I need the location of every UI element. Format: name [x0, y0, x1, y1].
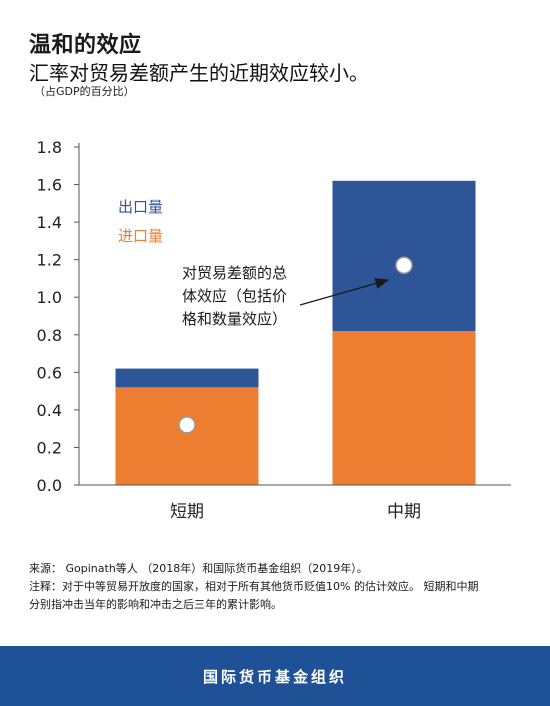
legend-item: 出口量	[118, 198, 163, 216]
x-category-label: 中期	[387, 502, 421, 522]
unit-label: （占GDP的百分比）	[34, 85, 135, 98]
bars-group	[115, 180, 476, 485]
bar-chart: 0.0 0.2 0.4 0.6 0.8 1.0 1.2 1.4 1.6 1.8 短期 中期 出口量进…	[37, 138, 511, 522]
y-tick-label: 0.6	[37, 363, 62, 382]
total-effect-markers	[178, 256, 413, 434]
total-effect-marker	[395, 256, 413, 275]
annotation-text: 格和数量效应）	[182, 310, 287, 328]
footnotes: 来源： Gopinath等人 （2018年）和国际货币基金组织（2019年）。 …	[29, 560, 524, 614]
annotation-arrow	[299, 278, 390, 306]
source-note: 来源： Gopinath等人 （2018年）和国际货币基金组织（2019年）。	[29, 562, 368, 575]
y-tick-label: 0.2	[37, 438, 62, 457]
bar-import-medium	[332, 331, 476, 485]
chart-title: 温和的效应	[29, 33, 142, 58]
chart-subtitle: 汇率对贸易差额产生的近期效应较小。	[29, 61, 369, 85]
note-line-2: 分别指冲击当年的影响和冲击之后三年的累计影响。	[29, 598, 282, 611]
y-tick-label: 1.4	[37, 213, 62, 232]
x-category-label: 短期	[170, 502, 204, 522]
y-tick-label: 0.4	[37, 401, 62, 420]
bar-import-short	[115, 387, 259, 485]
y-tick-label: 0.0	[37, 476, 62, 495]
footer-org: 国际货币基金组织	[202, 667, 347, 686]
total-effect-marker	[178, 416, 196, 434]
bar-export-short	[115, 368, 259, 388]
note-line-1: 注释：对于中等贸易开放度的国家，相对于所有其他货币贬值10% 的估计效应。 短期…	[29, 580, 479, 593]
bar-export-medium	[332, 180, 476, 332]
y-tick-label: 1.6	[37, 176, 62, 195]
footer-bar: 国际货币基金组织	[0, 646, 550, 706]
y-tick-label: 1.2	[37, 251, 62, 270]
x-axis: 短期 中期	[79, 484, 511, 522]
annotation-text: 体效应（包括价	[182, 287, 287, 305]
y-tick-label: 0.8	[37, 326, 62, 345]
y-tick-label: 1.8	[37, 138, 62, 157]
y-axis: 0.0 0.2 0.4 0.6 0.8 1.0 1.2 1.4 1.6 1.8	[37, 138, 80, 495]
legend-item: 进口量	[118, 227, 163, 245]
annotation-text: 对贸易差额的总	[182, 264, 287, 282]
y-tick-label: 1.0	[37, 288, 62, 307]
